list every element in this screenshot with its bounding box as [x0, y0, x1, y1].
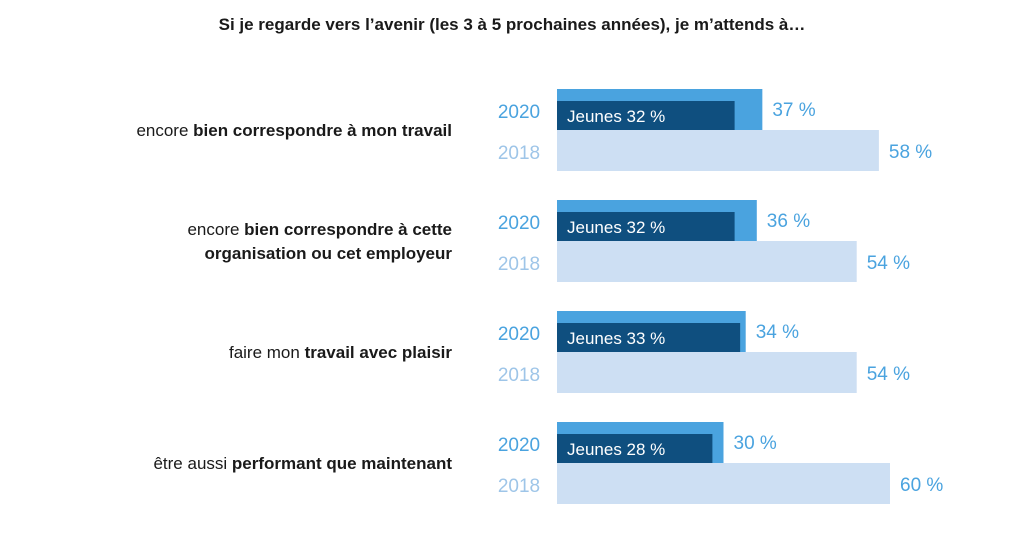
year-label-2020: 2020 — [498, 102, 540, 123]
value-label-2020: 37 % — [772, 100, 815, 121]
category-label: être aussi performant que maintenant — [153, 454, 452, 473]
value-label-2018: 54 % — [867, 253, 910, 274]
value-label-2020: 36 % — [767, 211, 810, 232]
chart-title: Si je regarde vers l’avenir (les 3 à 5 p… — [219, 15, 806, 34]
bar-2018 — [557, 352, 857, 393]
year-label-2018: 2018 — [498, 476, 540, 497]
bar-jeunes — [557, 212, 735, 241]
value-label-2018: 58 % — [889, 142, 932, 163]
category-label: faire mon travail avec plaisir — [229, 343, 452, 362]
bar-jeunes — [557, 101, 735, 130]
category-label: organisation ou cet employeur — [205, 244, 453, 263]
jeunes-label: Jeunes 32 % — [567, 107, 665, 126]
value-label-2020: 34 % — [756, 322, 799, 343]
value-label-2020: 30 % — [734, 433, 777, 454]
jeunes-label: Jeunes 32 % — [567, 218, 665, 237]
bar-2018 — [557, 241, 857, 282]
year-label-2020: 2020 — [498, 435, 540, 456]
bar-2018 — [557, 463, 890, 504]
year-label-2018: 2018 — [498, 143, 540, 164]
year-label-2020: 2020 — [498, 324, 540, 345]
year-label-2020: 2020 — [498, 213, 540, 234]
bar-jeunes — [557, 323, 741, 352]
category-label: encore bien correspondre à cette — [187, 220, 452, 239]
value-label-2018: 60 % — [900, 475, 943, 496]
jeunes-label: Jeunes 33 % — [567, 329, 665, 348]
bar-2018 — [557, 130, 879, 171]
value-label-2018: 54 % — [867, 364, 910, 385]
year-label-2018: 2018 — [498, 254, 540, 275]
jeunes-label: Jeunes 28 % — [567, 440, 665, 459]
bar-jeunes — [557, 434, 713, 463]
chart-rows: Jeunes 32 % 37 % 58 % 2020 2018 encore bien c… — [136, 89, 943, 504]
year-label-2018: 2018 — [498, 365, 540, 386]
category-label: encore bien correspondre à mon travail — [136, 121, 452, 140]
